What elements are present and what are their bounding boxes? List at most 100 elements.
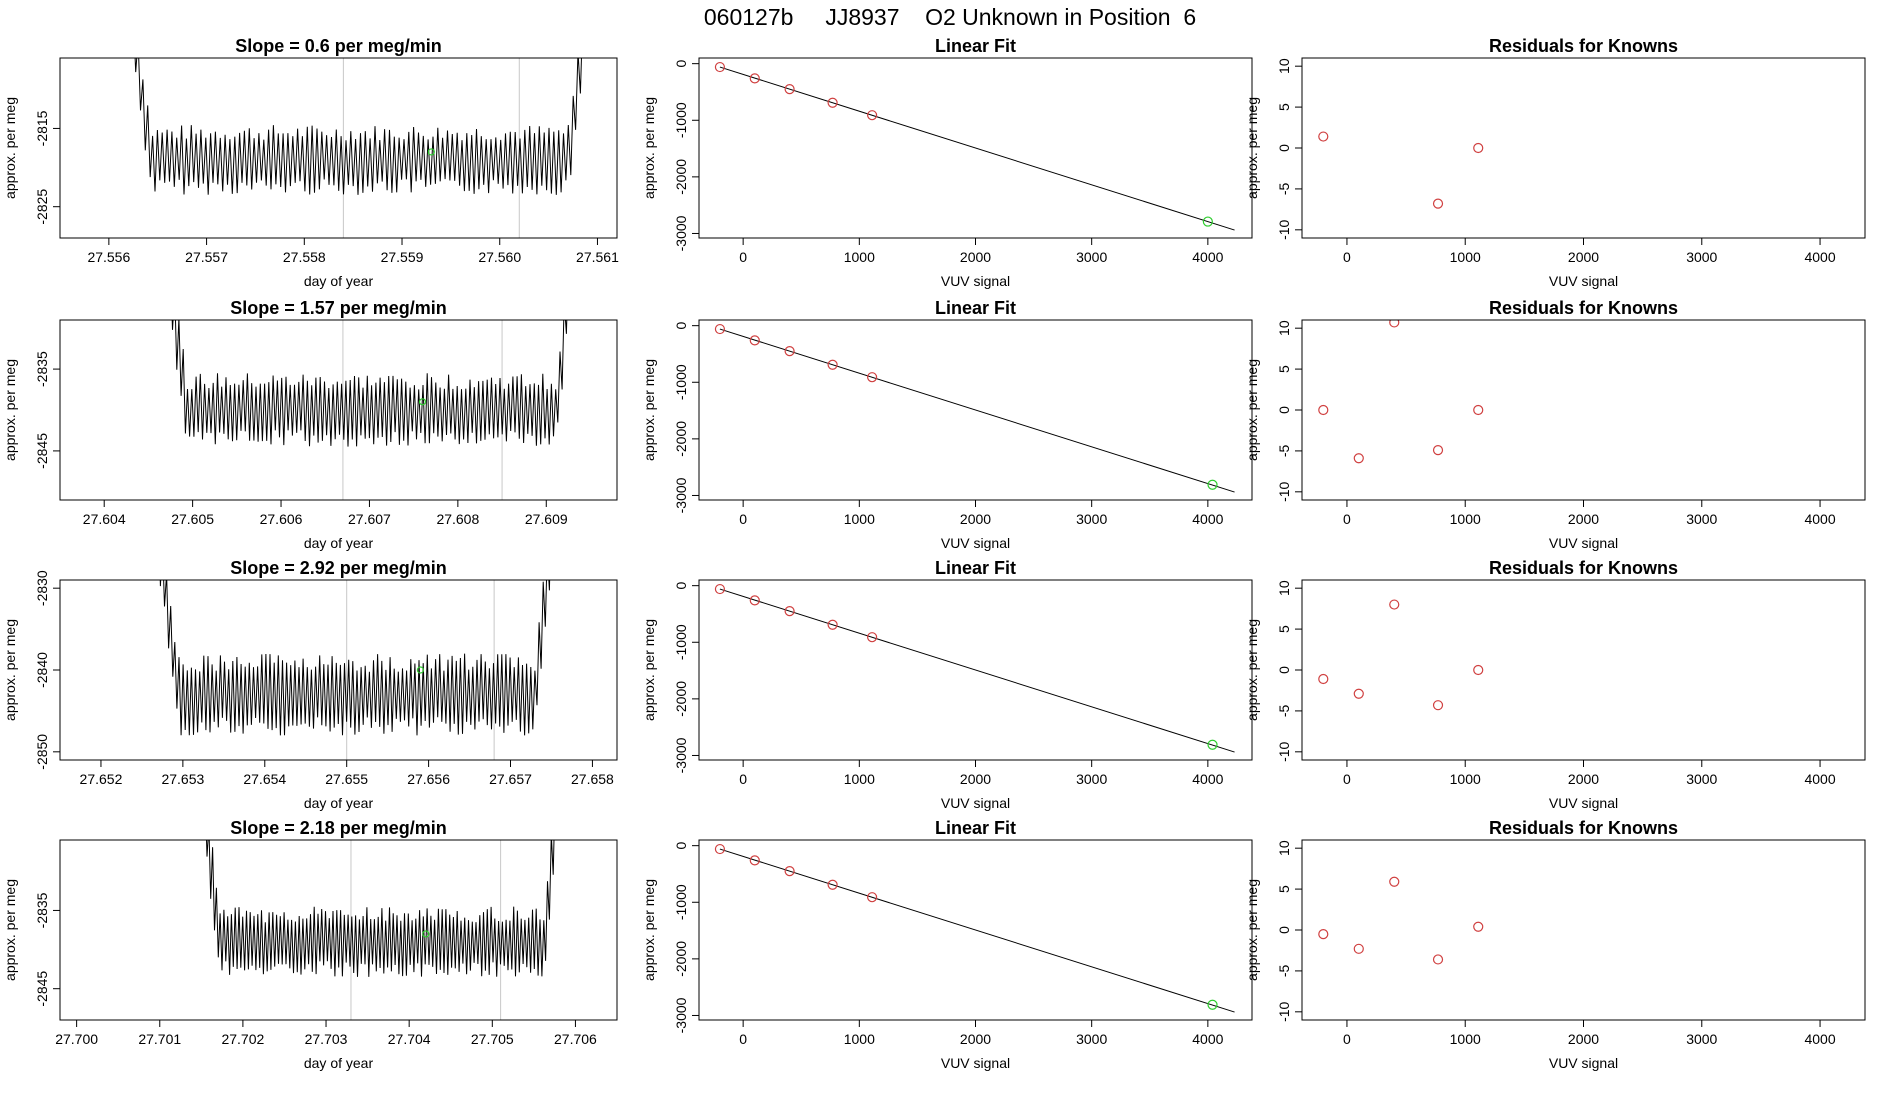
y-tick-label: -2825	[34, 189, 50, 225]
unknown-point	[1207, 479, 1218, 490]
x-tick-label: 1000	[1450, 249, 1481, 265]
known-point	[867, 110, 878, 121]
plot-frame	[59, 57, 618, 239]
x-tick-label: 1000	[1450, 1031, 1481, 1047]
y-axis-label: approx. per meg	[641, 879, 657, 981]
x-tick-label: 4000	[1192, 511, 1223, 527]
unknown-marker	[416, 666, 425, 674]
residual-point	[1389, 876, 1400, 887]
known-point	[749, 855, 760, 866]
residual-point	[1473, 404, 1484, 416]
y-tick-label: -3000	[673, 215, 689, 251]
x-tick-label: 3000	[1076, 511, 1107, 527]
x-tick-label: 4000	[1192, 771, 1223, 787]
x-tick-label: 3000	[1686, 249, 1717, 265]
y-axis-label: approx. per meg	[2, 359, 18, 461]
known-point	[784, 84, 795, 95]
y-tick-label: -1000	[673, 102, 689, 138]
y-tick-label: 0	[673, 582, 689, 590]
y-tick-label: -2000	[673, 941, 689, 977]
known-point	[749, 335, 760, 346]
signal-trace	[206, 840, 555, 977]
y-tick-label: -10	[1276, 481, 1292, 501]
residual-point	[1432, 444, 1444, 456]
y-tick-label: 0	[1276, 406, 1292, 414]
x-tick-label: 4000	[1192, 1031, 1223, 1047]
x-tick-label: 27.702	[221, 1031, 264, 1047]
x-tick-label: 1000	[844, 771, 875, 787]
plot-frame	[1301, 579, 1866, 761]
x-tick-label: 1000	[844, 249, 875, 265]
x-tick-label: 3000	[1076, 249, 1107, 265]
x-tick-label: 27.559	[381, 249, 424, 265]
plot-frame	[1301, 319, 1866, 501]
plot-frame	[1301, 57, 1866, 239]
x-tick-label: 27.706	[554, 1031, 597, 1047]
y-tick-label: -10	[1276, 741, 1292, 761]
known-point	[827, 359, 838, 370]
residual-point	[1432, 700, 1444, 711]
residual-point	[1473, 921, 1484, 932]
x-tick-label: 0	[1343, 249, 1351, 265]
panel-residuals-row-3: Residuals for Knowns VUV signal approx. pe…	[1244, 558, 1866, 811]
x-tick-label: 4000	[1804, 249, 1835, 265]
x-axis-label: VUV signal	[1549, 535, 1618, 551]
x-tick-label: 27.704	[388, 1031, 431, 1047]
y-tick-label: -3000	[673, 477, 689, 513]
known-point	[867, 892, 878, 903]
plot-area	[1318, 131, 1484, 209]
x-tick-label: 27.658	[571, 771, 614, 787]
x-tick-label: 4000	[1192, 249, 1223, 265]
known-point	[714, 843, 726, 855]
residual-point	[1389, 320, 1400, 328]
residual-point	[1353, 688, 1364, 699]
y-tick-label: 0	[1276, 666, 1292, 674]
known-point	[784, 606, 795, 617]
residual-point	[1318, 131, 1329, 142]
unknown-point	[1202, 216, 1213, 227]
y-tick-label: -2000	[673, 681, 689, 717]
y-tick-label: -3000	[673, 997, 689, 1033]
y-tick-label: -1000	[673, 884, 689, 920]
y-tick-label: 5	[1276, 103, 1292, 111]
plot-frame	[698, 319, 1253, 501]
plot-area	[1318, 320, 1484, 464]
residual-point	[1432, 954, 1444, 965]
x-tick-label: 27.654	[243, 771, 286, 787]
y-tick-label: -5	[1276, 444, 1292, 457]
y-tick-label: 10	[1276, 580, 1292, 596]
x-tick-label: 4000	[1804, 1031, 1835, 1047]
known-point	[867, 372, 878, 383]
y-axis-label: approx. per meg	[1244, 879, 1260, 981]
panel-title: Slope = 0.6 per meg/min	[235, 36, 442, 56]
x-tick-label: 2000	[1568, 771, 1599, 787]
signal-trace	[159, 580, 551, 736]
y-tick-label: -2815	[34, 110, 50, 146]
x-tick-label: 3000	[1686, 511, 1717, 527]
x-tick-label: 2000	[960, 771, 991, 787]
signal-trace	[134, 58, 582, 195]
x-tick-label: 27.560	[478, 249, 521, 265]
plot-area	[1318, 876, 1484, 965]
x-axis-label: day of year	[304, 535, 374, 551]
y-tick-label: 0	[1276, 144, 1292, 152]
panel-title: Linear Fit	[935, 818, 1016, 838]
x-tick-label: 1000	[1450, 771, 1481, 787]
unknown-marker	[418, 398, 427, 406]
plot-frame	[1301, 839, 1866, 1021]
y-axis-label: approx. per meg	[641, 619, 657, 721]
y-tick-label: -2840	[34, 652, 50, 688]
y-tick-label: -1000	[673, 364, 689, 400]
known-point	[714, 323, 726, 335]
residual-point	[1318, 404, 1329, 416]
unknown-point	[1207, 999, 1218, 1010]
y-tick-label: -1000	[673, 624, 689, 660]
fit-line	[719, 66, 1235, 231]
plot-area	[134, 58, 582, 238]
y-tick-label: 10	[1276, 840, 1292, 856]
panel-title: Residuals for Knowns	[1489, 298, 1678, 318]
panel-title: Residuals for Knowns	[1489, 558, 1678, 578]
x-tick-label: 27.558	[283, 249, 326, 265]
panel-title: Slope = 2.18 per meg/min	[230, 818, 447, 838]
